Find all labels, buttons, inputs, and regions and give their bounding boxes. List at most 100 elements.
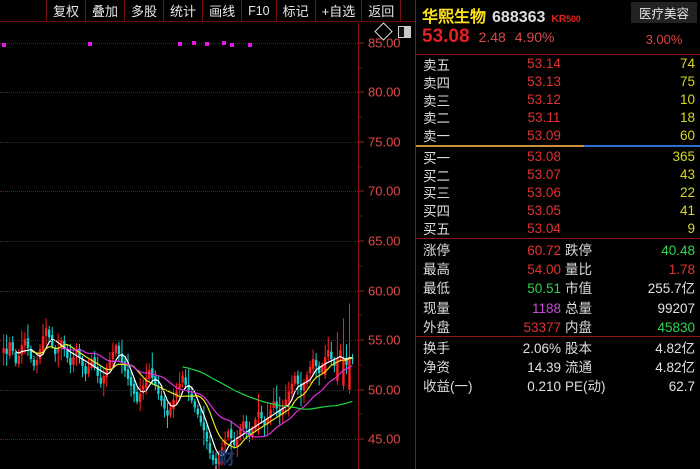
candle — [5, 348, 8, 355]
stat-cell: 总量 99207 — [565, 297, 695, 317]
bid-volume: 22 — [679, 184, 695, 200]
toolbar-button-4[interactable]: 画线 — [202, 0, 241, 21]
stat-value: 54.00 — [527, 262, 561, 278]
gridline-80.00 — [0, 92, 358, 94]
candle — [11, 342, 14, 352]
sector-badge[interactable]: 医疗美容 3.00% — [631, 2, 697, 47]
candle — [132, 383, 136, 394]
quote-pane: 华熙生物 688363 KR500 53.08 2.48 4.90% 医疗美容 … — [415, 0, 700, 469]
ask-row[interactable]: 卖三 53.12 10 — [416, 91, 700, 109]
stat-cell: 涨停 60.72 — [423, 239, 565, 259]
candle — [23, 339, 27, 346]
stat-value: 45830 — [657, 320, 695, 336]
toolbar-button-3[interactable]: 统计 — [163, 0, 202, 21]
toolbar-button-1[interactable]: 叠加 — [85, 0, 124, 21]
ask-row[interactable]: 卖二 53.11 18 — [416, 108, 700, 127]
stat-label: 内盘 — [565, 320, 592, 336]
bid-price: 53.04 — [527, 220, 561, 236]
ma-line-20 — [61, 347, 353, 438]
price-tick-mark-minor — [359, 413, 362, 415]
candle — [151, 368, 154, 378]
candle — [178, 383, 181, 390]
candle — [220, 447, 224, 455]
signal-marker — [222, 41, 226, 45]
bid-price: 53.05 — [527, 202, 561, 218]
toolbar-button-6[interactable]: 标记 — [275, 0, 315, 21]
candle — [17, 356, 21, 365]
stat2-label: 净资 — [423, 360, 450, 376]
bid-row[interactable]: 买一 53.08 365 — [416, 148, 700, 166]
candle — [308, 366, 312, 374]
candle — [236, 437, 239, 447]
diamond-icon[interactable] — [374, 22, 393, 41]
candle — [208, 443, 212, 454]
stock-name: 华熙生物 — [422, 9, 487, 26]
price-tick-mark — [359, 141, 364, 143]
toolbar-spacer — [0, 0, 46, 21]
signal-marker — [2, 43, 6, 47]
bid-label: 买三 — [423, 186, 450, 202]
candle — [342, 357, 345, 386]
bid-row[interactable]: 买四 53.05 41 — [416, 201, 700, 220]
split-panel-icon[interactable] — [398, 25, 411, 38]
price-tick-mark-minor — [359, 116, 362, 118]
buy-pressure-segment — [583, 144, 700, 147]
ask-price: 53.11 — [527, 109, 561, 125]
ask-row[interactable]: 卖四 53.13 75 — [416, 73, 700, 91]
signal-marker — [248, 43, 252, 47]
stat-value: 99207 — [657, 300, 695, 316]
candle — [66, 350, 69, 358]
last-price: 53.08 — [422, 26, 470, 47]
candle — [8, 342, 11, 356]
toolbar-button-7[interactable]: +自选 — [314, 0, 362, 21]
bid-row[interactable]: 买二 53.07 43 — [416, 166, 700, 184]
stat2-value: 4.82亿 — [655, 340, 695, 356]
change-amount: 2.48 — [478, 29, 506, 45]
candlestick-plot[interactable]: 85.00 80.00 75.00 70.00 65.00 60.00 55.00 50.00… — [0, 23, 415, 469]
index-membership-badge: KR500 — [551, 13, 580, 25]
stat-label: 跌停 — [565, 242, 592, 258]
candle — [287, 391, 291, 402]
toolbar-button-2[interactable]: 多股 — [124, 0, 163, 21]
toolbar-button-8[interactable]: 返回 — [361, 0, 402, 21]
watermark-logo: 财 — [218, 449, 235, 468]
candle — [199, 415, 203, 423]
order-book-divider — [416, 237, 700, 239]
candle — [129, 377, 133, 386]
price-tick-mark — [359, 190, 364, 192]
bid-volume: 41 — [679, 202, 695, 218]
candle — [60, 340, 63, 348]
candle — [269, 409, 272, 418]
statistics-section-secondary: 换手 2.06% 股本 4.82亿 净资 14.39 流通 4.82亿 收益(一) 0.210 PE… — [416, 337, 700, 395]
candle — [196, 408, 200, 415]
ask-row[interactable]: 卖一 53.09 60 — [416, 126, 700, 145]
stat-value: 255.7亿 — [647, 281, 695, 297]
candle — [35, 359, 39, 366]
toolbar-button-0[interactable]: 复权 — [46, 0, 85, 21]
bid-price: 53.06 — [527, 184, 561, 200]
candle — [272, 401, 275, 409]
stat-cell: 最低 50.51 — [423, 277, 565, 297]
toolbar-button-5[interactable]: F10 — [241, 0, 276, 21]
candle — [317, 365, 321, 373]
ask-row[interactable]: 卖五 53.14 74 — [416, 55, 700, 73]
candle — [160, 395, 163, 401]
gridline-60.00 — [0, 290, 358, 292]
candle — [181, 375, 184, 383]
price-tick-mark-minor — [359, 314, 362, 316]
stat-cell: 最高 54.00 — [423, 258, 565, 278]
price-tick-mark-minor — [359, 166, 362, 168]
bid-row[interactable]: 买三 53.06 22 — [416, 184, 700, 202]
change-percent: 4.90% — [514, 29, 555, 45]
ask-price: 53.14 — [527, 56, 561, 72]
price-tick-label: 60.00 — [368, 283, 401, 299]
candle — [314, 359, 318, 366]
bid-row[interactable]: 买五 53.04 9 — [416, 219, 700, 238]
ask-label: 卖四 — [423, 75, 450, 91]
price-tick-mark — [359, 290, 364, 292]
price-tick-mark-minor — [359, 215, 362, 217]
candle — [102, 375, 105, 384]
stat2-cell: PE(动) 62.7 — [565, 375, 695, 395]
price-tick-label: 50.00 — [368, 382, 401, 398]
